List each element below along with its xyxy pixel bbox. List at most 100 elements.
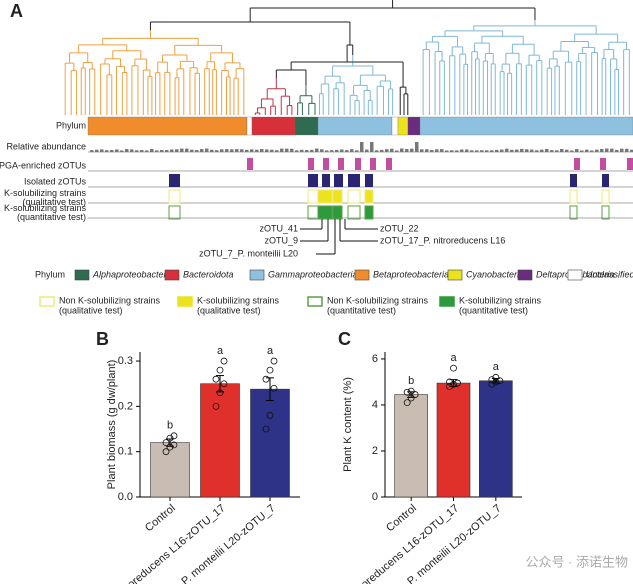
replicate-point	[454, 379, 461, 387]
abundance-bar	[110, 149, 114, 152]
abundance-bar	[570, 150, 574, 152]
abundance-bar	[90, 150, 94, 152]
zotu-label: zOTU_17_P. nitroreducens L16	[380, 235, 505, 245]
replicate-point	[270, 384, 278, 392]
replicate-point	[446, 383, 453, 390]
replicate-point	[450, 380, 457, 388]
qual-box	[307, 189, 319, 204]
quant-box	[347, 205, 361, 220]
watermark: 公众号 · 添诺生物	[525, 554, 628, 569]
abundance-bar	[525, 149, 529, 152]
bar	[200, 383, 240, 498]
zotu-label: zOTU_22	[380, 223, 419, 233]
y-tick-label: 2	[372, 445, 378, 457]
quant-box	[364, 205, 374, 220]
quant-box	[569, 205, 578, 220]
qual-box	[601, 189, 610, 204]
replicate-point	[166, 434, 174, 442]
replicate-point	[170, 441, 178, 449]
abundance-bar	[340, 149, 344, 152]
phylum-segment	[419, 116, 633, 136]
abundance-bar	[335, 149, 339, 152]
abundance-bar	[605, 148, 609, 152]
significance-letter: a	[493, 361, 500, 373]
abundance-bar	[355, 150, 359, 152]
x-tick-label: Control	[384, 502, 419, 534]
quant-box	[307, 205, 319, 220]
phylum-segment	[407, 116, 421, 136]
abundance-bar	[535, 150, 539, 152]
qual-box	[569, 189, 578, 204]
abundance-bar	[545, 148, 549, 152]
significance-letter: b	[408, 375, 414, 387]
abundance-bar	[595, 149, 599, 152]
abundance-bar	[465, 149, 469, 152]
enriched-box	[600, 158, 606, 170]
legend-swatch	[39, 296, 55, 307]
abundance-bar	[600, 148, 604, 152]
abundance-bar	[575, 149, 579, 152]
abundance-bar	[380, 149, 384, 152]
abundance-bar	[580, 150, 584, 152]
enriched-box	[323, 158, 329, 170]
legend-swatch	[567, 269, 583, 281]
abundance-bar	[270, 149, 274, 152]
abundance-bar	[295, 150, 299, 152]
error-bar	[449, 379, 458, 388]
abundance-bar	[395, 150, 399, 152]
y-axis-label: Plant K content (%)	[342, 377, 354, 472]
panel-letter: A	[10, 1, 23, 21]
abundance-bar	[185, 148, 189, 152]
abundance-bar	[405, 148, 409, 152]
abundance-bar	[225, 149, 229, 152]
x-tick-label: Control	[143, 502, 178, 534]
abundance-bar	[450, 150, 454, 152]
replicate-point	[407, 387, 415, 395]
replicate-point	[496, 377, 504, 385]
legend-label: Cyanobacteria	[466, 269, 524, 279]
panel-letter: C	[338, 329, 351, 349]
abundance-bar	[240, 149, 244, 152]
abundance-bar	[230, 149, 234, 152]
abundance-bar	[420, 149, 424, 152]
track-label: Phylum	[56, 120, 86, 130]
abundance-bar	[630, 149, 633, 152]
replicate-point	[262, 425, 270, 433]
replicate-point	[220, 380, 228, 388]
isolated-box	[308, 174, 318, 187]
abundance-bar	[345, 150, 349, 152]
abundance-bar	[330, 150, 334, 152]
abundance-bar	[530, 149, 534, 152]
abundance-bar	[325, 150, 329, 152]
replicate-point	[488, 380, 496, 388]
enriched-box	[338, 158, 344, 170]
abundance-bar	[360, 142, 364, 152]
replicate-point	[403, 388, 411, 396]
abundance-bar	[550, 150, 554, 152]
legend-label: Non K-solubilizing strains	[327, 295, 429, 305]
bar	[250, 388, 290, 498]
abundance-bar	[480, 150, 484, 152]
replicate-point	[220, 357, 228, 365]
abundance-bar	[415, 142, 419, 152]
abundance-bar	[375, 150, 379, 152]
abundance-bar	[495, 149, 499, 152]
y-tick-label: 0.1	[118, 446, 133, 458]
significance-letter: a	[267, 345, 274, 357]
abundance-bar	[250, 149, 254, 152]
legend-label: Non K-solubilizing strains	[59, 295, 161, 305]
abundance-bar	[350, 149, 354, 152]
quant-box	[317, 205, 333, 220]
y-tick-label: 0.3	[118, 355, 133, 367]
abundance-bar	[320, 149, 324, 152]
abundance-bar	[500, 149, 504, 152]
abundance-bar	[515, 149, 519, 152]
replicate-point	[492, 373, 500, 381]
phylum-segment	[391, 116, 399, 136]
abundance-bar	[125, 149, 129, 152]
qual-box	[168, 189, 181, 204]
significance-letter: b	[167, 420, 173, 432]
abundance-bar	[315, 148, 319, 152]
isolated-box	[602, 174, 609, 187]
legend-swatch	[447, 269, 463, 281]
